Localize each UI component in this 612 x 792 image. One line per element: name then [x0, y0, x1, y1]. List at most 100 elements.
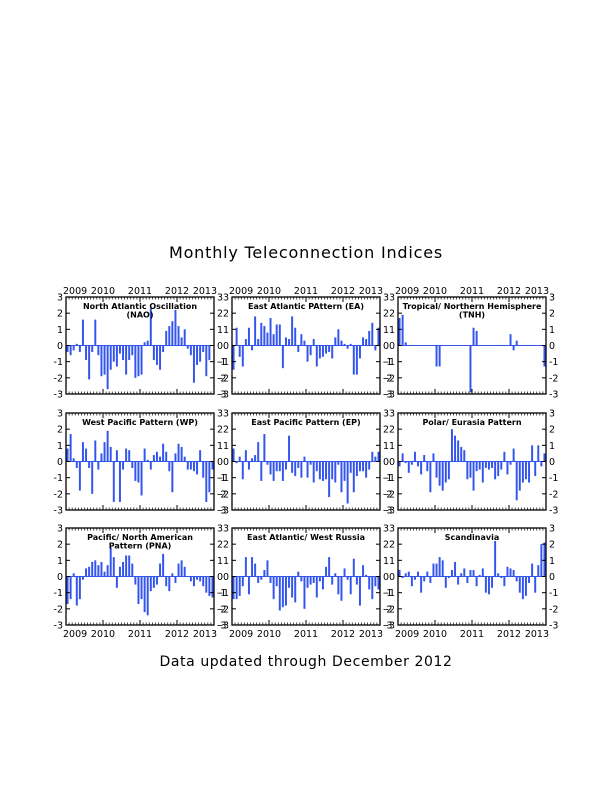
y-tick-label: -1 [54, 588, 63, 599]
bar [315, 576, 318, 598]
bar [263, 434, 266, 462]
y-tick-label: 1 [549, 325, 555, 336]
y-tick-label: 1 [383, 441, 389, 452]
bar [328, 461, 331, 498]
panel-title: Tropical/ Northern Hemisphere [403, 302, 542, 311]
bar [497, 461, 500, 477]
bar [131, 563, 134, 577]
bar [463, 568, 466, 577]
y-tick-label: -1 [549, 473, 558, 484]
bar [66, 448, 69, 462]
bar [199, 345, 202, 362]
y-tick-label: -1 [217, 473, 226, 484]
bar [349, 576, 352, 595]
bar [515, 340, 518, 346]
bar [534, 576, 537, 593]
x-tick-label: 2013 [525, 629, 549, 640]
bar [165, 330, 168, 346]
bar [112, 345, 115, 362]
bar [441, 461, 444, 491]
bar [180, 560, 183, 577]
bar [263, 570, 266, 577]
bar [528, 461, 531, 483]
y-tick-label: 2 [217, 425, 223, 436]
bar [244, 450, 247, 462]
bar [472, 461, 475, 491]
bar [69, 345, 72, 356]
bar [106, 345, 109, 390]
bar [374, 456, 377, 462]
bar [128, 555, 131, 577]
bar [524, 576, 527, 596]
bar [134, 576, 137, 585]
bar [281, 345, 284, 369]
bar [232, 576, 235, 600]
bar [88, 345, 91, 380]
bar [374, 345, 377, 351]
y-tick-label: 3 [389, 409, 395, 420]
bar [398, 570, 401, 577]
bar [69, 576, 72, 600]
y-tick-label: 0 [389, 572, 395, 583]
y-tick-label: 3 [223, 409, 229, 420]
bar [174, 453, 177, 462]
bar [328, 557, 331, 577]
y-tick-label: -3 [383, 506, 392, 517]
bar [155, 345, 158, 365]
y-tick-label: -2 [54, 373, 63, 384]
footer-note: Data updated through December 2012 [159, 654, 453, 670]
bar [196, 345, 199, 365]
bar [423, 455, 426, 462]
x-tick-label: 2011 [460, 629, 484, 640]
bar [260, 322, 263, 346]
bar [275, 461, 278, 472]
bar [297, 461, 300, 468]
bar [444, 461, 447, 483]
bar [438, 557, 441, 577]
y-tick-label: -2 [386, 489, 395, 500]
bar [140, 345, 143, 375]
y-tick-label: -2 [383, 489, 392, 500]
bar [232, 345, 235, 370]
bar [177, 326, 180, 346]
bar [318, 461, 321, 480]
y-tick-label: 2 [57, 540, 63, 551]
y-tick-label: 1 [389, 556, 395, 567]
bar [343, 568, 346, 577]
bar [509, 334, 512, 346]
y-tick-label: 0 [57, 457, 63, 468]
bar [294, 461, 297, 477]
panel-title: Pacific/ North American [87, 533, 193, 542]
bar [475, 330, 478, 346]
bar [309, 345, 312, 356]
bar [72, 345, 75, 351]
bar [365, 461, 368, 478]
y-tick-label: -3 [54, 506, 63, 517]
bar [78, 461, 81, 491]
bar [469, 461, 472, 478]
bar [122, 461, 125, 470]
bar [413, 451, 416, 462]
bar [180, 446, 183, 462]
bar [257, 442, 260, 462]
x-tick-label: 2011 [460, 286, 484, 297]
bar [469, 570, 472, 577]
y-tick-label: -2 [54, 604, 63, 615]
bar [362, 461, 365, 472]
bar [118, 345, 121, 354]
bar [506, 461, 509, 475]
panel-title: Polar/ Eurasia Pattern [422, 418, 521, 427]
x-tick-label: 2013 [359, 286, 383, 297]
bar [349, 461, 352, 473]
bar [180, 337, 183, 346]
bar [109, 345, 112, 370]
bar [447, 461, 450, 480]
bar [281, 461, 284, 481]
bar [266, 332, 269, 346]
bar [106, 430, 109, 462]
bar [202, 461, 205, 478]
bar [288, 435, 291, 462]
y-tick-label: 0 [383, 457, 389, 468]
bar [284, 576, 287, 606]
